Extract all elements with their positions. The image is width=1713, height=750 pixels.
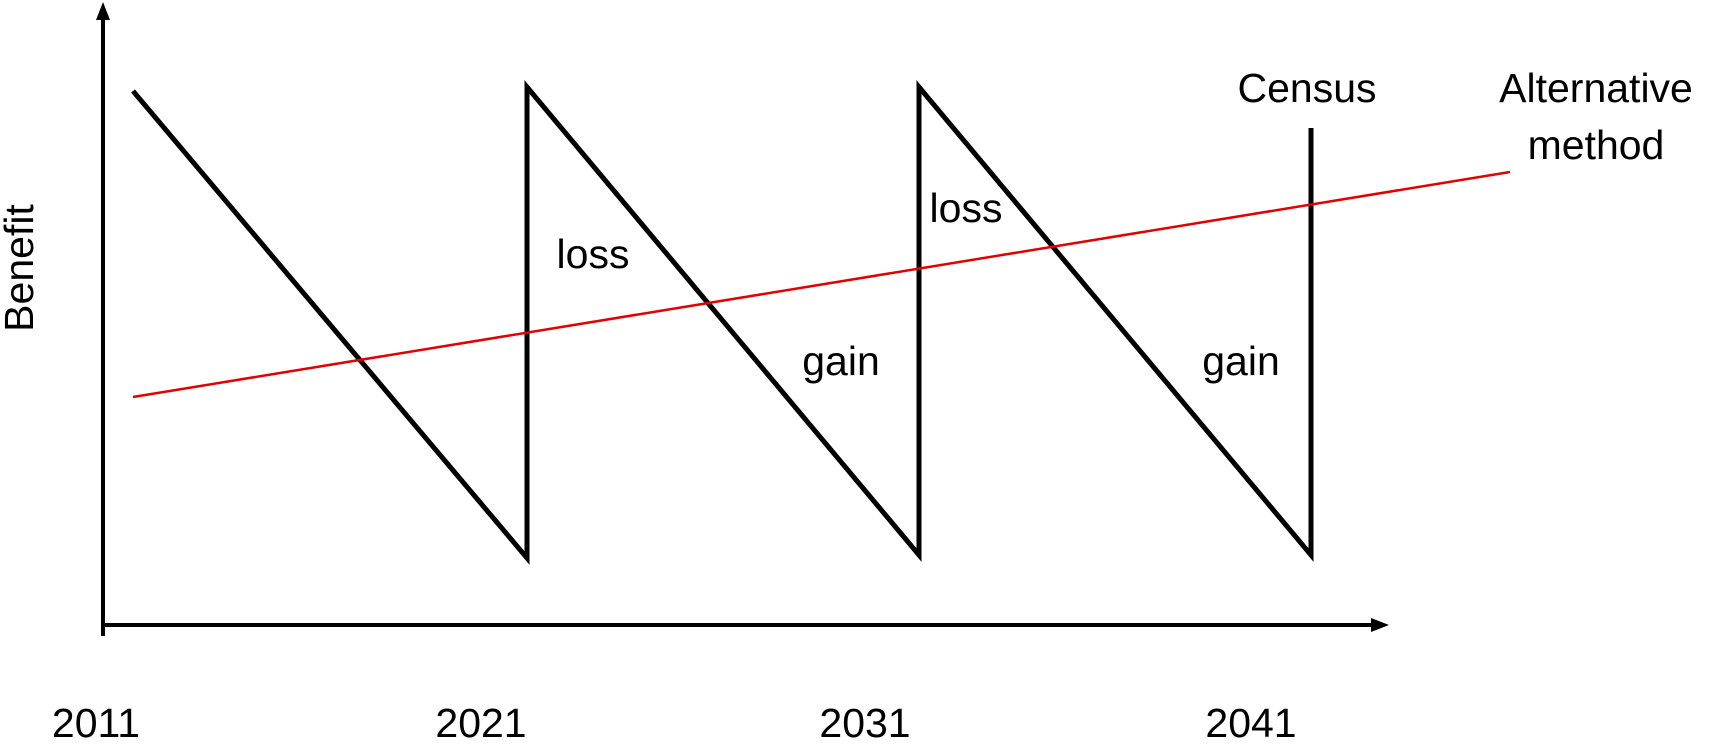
- x-label: 2021: [435, 700, 526, 746]
- y-axis-arrow: [96, 2, 110, 20]
- region-label: gain: [802, 338, 880, 384]
- x-label: 2041: [1205, 700, 1296, 746]
- region-label: loss: [557, 231, 630, 277]
- alternative-label: Alternative: [1499, 65, 1693, 111]
- x-label: 2011: [52, 700, 140, 746]
- x-axis-arrow: [1371, 618, 1389, 632]
- region-label: loss: [930, 185, 1003, 231]
- alternative-label: method: [1528, 122, 1665, 168]
- census-label: Census: [1237, 65, 1376, 111]
- alternative-line: [132, 170, 1511, 399]
- x-label: 2031: [819, 700, 910, 746]
- region-label: gain: [1202, 338, 1280, 384]
- y-axis-label: Benefit: [0, 204, 42, 332]
- census-sawtooth: [131, 80, 1314, 565]
